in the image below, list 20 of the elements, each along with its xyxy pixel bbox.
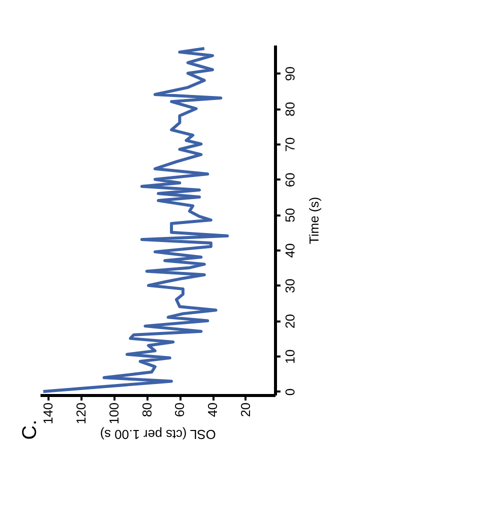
y-tick-label: 50 [282,208,298,222]
y-tick-label: 30 [282,278,298,294]
x-tick-label: 40 [205,402,220,417]
y-tick-label: 90 [282,66,298,82]
x-axis-title: OSL (cts per 1.00 s) [100,427,216,442]
y-axis-title: Time (s) [306,196,322,244]
y-tick-label: 0 [282,388,298,396]
y-tick-label: 20 [282,314,298,328]
x-tick-label: 80 [139,402,154,417]
y-tick-label: 10 [282,349,298,364]
x-tick-label: 20 [238,402,253,417]
x-tick-label: 60 [172,402,188,417]
x-tick-label: 140 [40,402,56,424]
y-tick-label: 60 [282,172,298,188]
y-tick-label: 40 [282,243,298,258]
x-tick-label: 120 [74,402,89,424]
y-tick-label: 80 [282,102,298,116]
y-tick-label: 70 [282,137,298,152]
text: C. [19,420,41,440]
x-tick-label: 100 [106,402,122,424]
